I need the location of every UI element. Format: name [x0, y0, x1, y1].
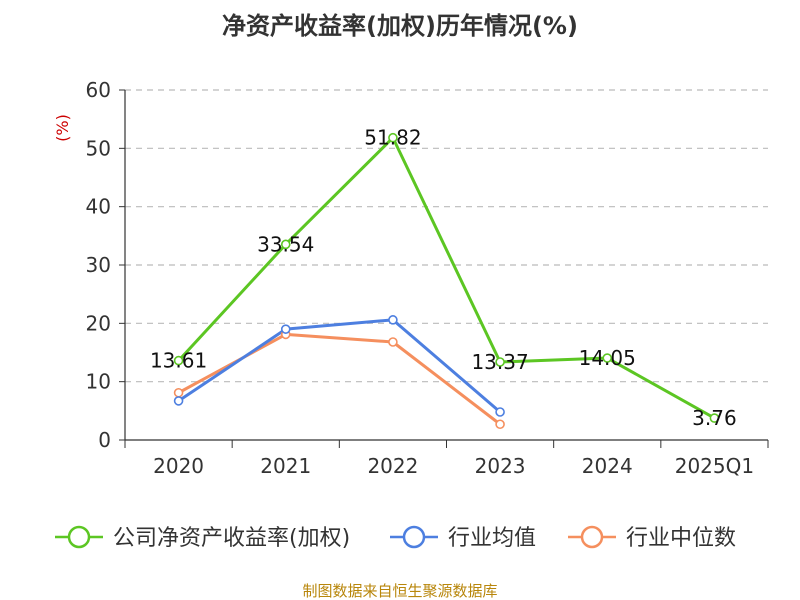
point-s2-2022: [388, 337, 398, 347]
y-tick-label-30: 30: [86, 253, 111, 277]
point-s0-2025Q1: [709, 413, 720, 423]
point-s1-2020: [173, 396, 184, 406]
y-tick-label-0: 0: [98, 428, 111, 452]
y-axis-ticks: 0 10 20 30 40 50 60: [86, 78, 125, 452]
y-tick-label-50: 50: [86, 136, 111, 160]
point-s2-2023: [495, 419, 505, 430]
x-axis-ticks: 2020 2021 2022 2023 2024 2025Q1: [124, 440, 769, 478]
point-s0-2024: [602, 353, 613, 363]
source-note: 制图数据来自恒生聚源数据库: [302, 582, 497, 600]
y-tick-label-60: 60: [86, 78, 111, 102]
legend: 公司净资产收益率(加权) 行业均值 行业中位数: [55, 525, 736, 551]
legend-marker-1: [402, 525, 426, 549]
data-label-2025Q1: 3.76: [692, 406, 737, 430]
data-label-2024: 14.05: [579, 346, 636, 370]
x-tick-label-2024: 2024: [582, 454, 633, 478]
x-tick-label-2022: 2022: [367, 454, 418, 478]
series-line-1: [177, 318, 502, 414]
point-s1-2022: [388, 315, 398, 325]
series-line-2: [177, 332, 501, 426]
y-tick-label-40: 40: [86, 195, 111, 219]
legend-marker-0: [67, 525, 91, 549]
point-s0-2021: [280, 239, 291, 250]
x-tick-label-2020: 2020: [153, 454, 204, 478]
point-s2-2020: [173, 387, 184, 398]
x-tick-label-2025Q1: 2025Q1: [675, 454, 754, 478]
y-tick-label-20: 20: [86, 311, 111, 335]
point-s0-2022: [388, 132, 398, 143]
series-line-0: [177, 136, 716, 420]
point-s0-2020: [173, 355, 184, 366]
legend-label-1: 行业均值: [448, 526, 536, 551]
data-label-2022: 51.82: [364, 126, 421, 150]
gridlines: [125, 89, 768, 383]
y-axis-unit-label: (%): [53, 114, 72, 142]
legend-label-2: 行业中位数: [626, 526, 736, 551]
x-tick-label-2023: 2023: [475, 454, 526, 478]
point-s1-2023: [495, 407, 505, 417]
data-labels: 13.61 33.54 51.82 13.37 14.05 3.76: [150, 126, 737, 430]
legend-marker-2: [580, 525, 604, 549]
data-label-2021: 33.54: [257, 232, 314, 256]
legend-label-0: 公司净资产收益率(加权): [113, 526, 350, 551]
series-markers: [173, 132, 720, 430]
data-label-2023: 13.37: [471, 350, 528, 374]
point-s0-2023: [495, 357, 505, 367]
data-label-2020: 13.61: [150, 349, 207, 373]
series-lines: [177, 136, 716, 426]
x-tick-label-2021: 2021: [260, 454, 311, 478]
chart-title: 净资产收益率(加权)历年情况(%): [222, 12, 578, 40]
point-s1-2021: [280, 324, 291, 334]
y-tick-label-10: 10: [86, 370, 111, 394]
